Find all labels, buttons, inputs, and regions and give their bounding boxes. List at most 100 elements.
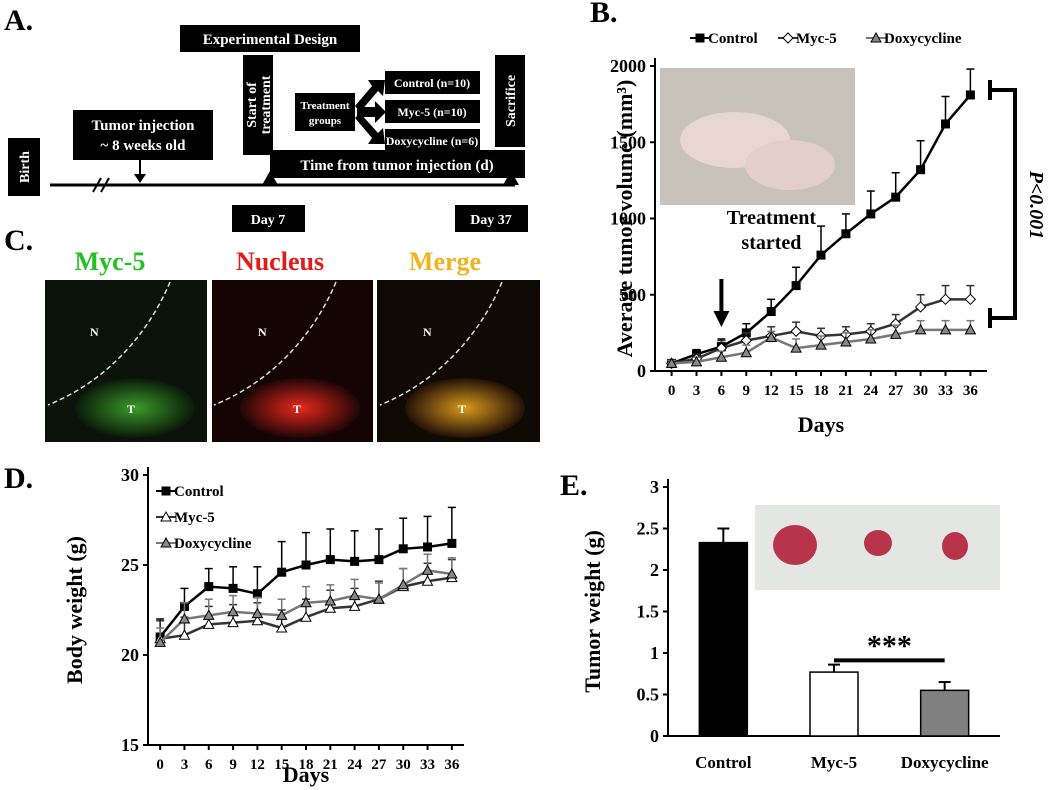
marker [251,614,264,626]
legend-label: Myc-5 [174,510,215,526]
box [8,138,40,196]
marker [445,567,458,579]
marker [350,556,360,566]
marker [348,589,361,601]
photo-detail [942,532,968,560]
x-tick-label: 33 [938,383,953,399]
y-tick-label: 1.5 [637,602,660,622]
marker [715,351,728,362]
day-start: Day 7 [251,213,286,228]
x-tick-label: 3 [181,757,189,773]
marker [421,575,434,586]
x-axis-label: Days [283,762,330,787]
marker [840,335,852,347]
y-tick-label: 2.5 [637,519,660,539]
y-axis-label: Average tumor volume (mm³) [612,80,637,358]
annotation: *** [867,629,912,662]
annotation: P<0.001 [1025,170,1047,240]
boundary [213,281,337,406]
marker [864,332,877,344]
marker [300,611,312,622]
x-tick-label: 3 [693,383,701,399]
break [100,177,110,193]
arrow [355,113,385,144]
legend-label: Doxycycline [884,31,962,47]
boundary [379,281,503,406]
y-tick-label: 0 [650,726,659,746]
marker [301,560,311,570]
bar [809,671,859,737]
marker [870,31,882,43]
marker [374,555,384,565]
y-tick-label: 2000 [610,56,646,76]
marker [348,600,361,611]
marker [373,593,385,604]
x-tick-label: 15 [274,757,289,773]
y-tick-label: 25 [121,555,139,575]
image-title: Nucleus [236,247,324,276]
tissue [240,378,360,438]
box [385,100,480,123]
group: Doxycycline (n=6) [386,134,479,148]
birth: Birth [18,151,33,183]
x-tick-label: 30 [396,757,411,773]
marker [228,583,238,593]
legend-label: Control [708,31,758,47]
sacrifice: Sacrifice [504,75,519,127]
marker [324,594,337,606]
box [455,205,528,232]
marker [398,544,408,554]
x-tick-label: 36 [963,383,979,399]
image-title: Myc-5 [75,247,146,276]
box [385,129,480,152]
marker [204,582,214,592]
region-label: T [127,402,135,416]
x-tick-label: 21 [323,757,338,773]
y-axis-label: Tumor weight (g) [580,530,605,693]
x-tick-label: 24 [863,383,879,399]
marker [161,486,171,496]
marker [891,192,901,202]
bracket [988,80,1017,328]
x-axis-label: Days [798,412,845,437]
marker [421,564,434,575]
group: Control (n=10) [394,76,470,90]
arrow [134,174,146,183]
box [73,110,213,160]
marker [841,229,851,239]
panel-label: B. [590,0,618,29]
marker [202,609,215,620]
break [92,177,102,193]
marker [690,355,703,367]
y-tick-label: 1000 [610,209,646,229]
marker [765,331,778,342]
marker [916,165,926,175]
marker [964,323,977,335]
boundary [47,281,171,406]
marker [325,555,335,565]
design-diagram: Experimental Design Birth Tumor injectio… [8,25,528,232]
x-tick-label: 33 [420,757,435,773]
start-treatment: Start of [245,82,260,128]
y-tick-label: 500 [619,285,646,305]
marker [324,602,337,613]
tissue [405,378,525,438]
marker [941,119,950,129]
marker [866,209,876,219]
box [243,55,273,155]
marker [964,293,977,306]
photo-detail [864,530,892,556]
marker [251,607,264,619]
panel-label: E. [560,469,588,502]
panel-label: A. [4,4,33,37]
marker [227,616,239,628]
x-tick-label: Control [695,753,752,772]
arrow [713,311,730,327]
marker [262,171,278,185]
groups-label: groups [309,115,342,127]
tumor-injection: Tumor injection [92,118,196,134]
panel-label: D. [4,462,33,495]
box [180,25,360,52]
marker [227,605,239,617]
